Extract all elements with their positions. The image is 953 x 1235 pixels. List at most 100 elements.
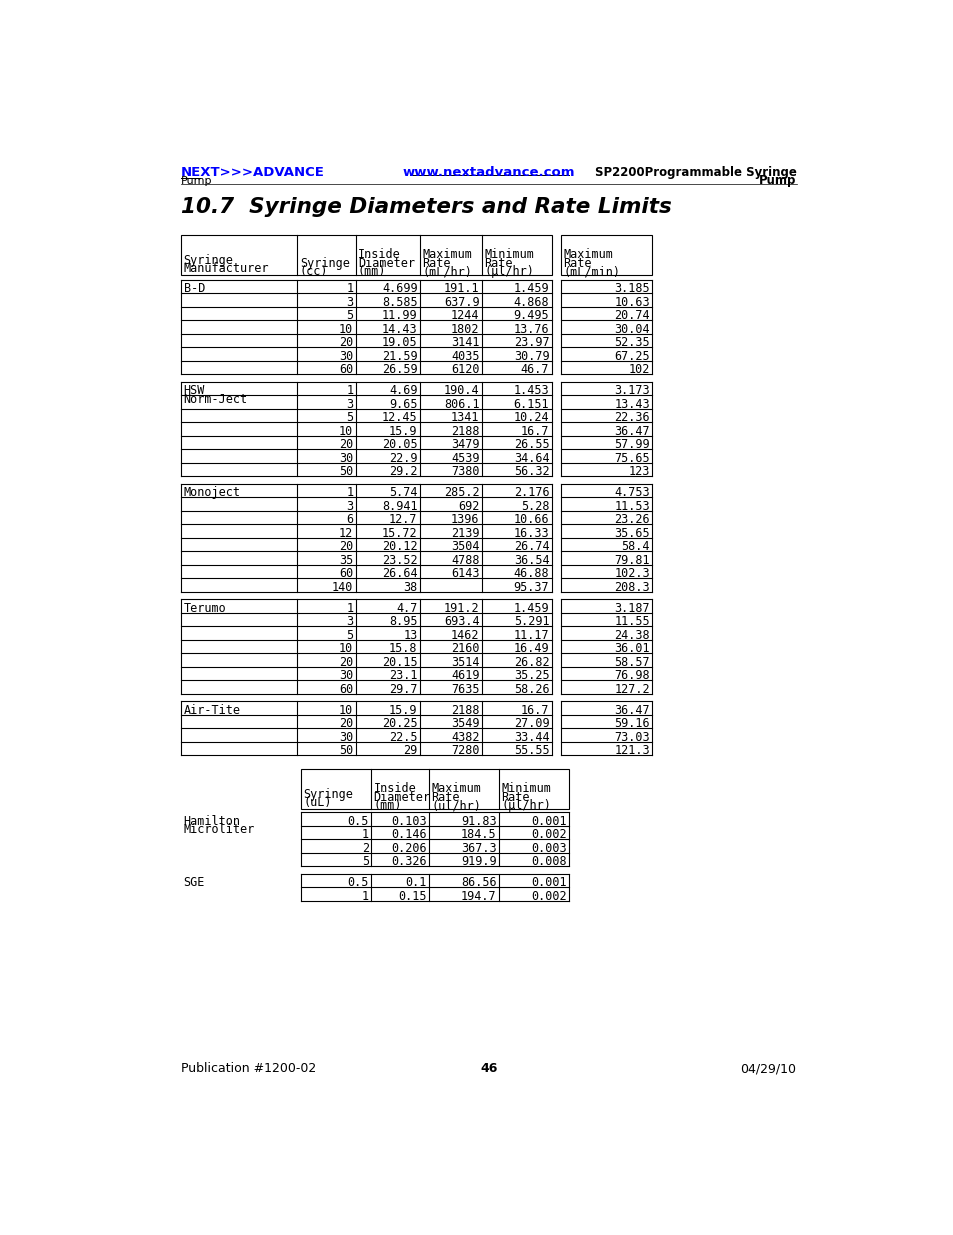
Text: 4619: 4619 (451, 669, 479, 682)
Text: Air-Tite: Air-Tite (183, 704, 240, 716)
Text: 121.3: 121.3 (614, 745, 649, 757)
Text: 13.76: 13.76 (514, 322, 549, 336)
Text: 50: 50 (338, 745, 353, 757)
Text: 34.64: 34.64 (514, 452, 549, 464)
Text: 1.459: 1.459 (514, 282, 549, 295)
Text: 60: 60 (338, 567, 353, 580)
Text: 190.4: 190.4 (443, 384, 479, 398)
Text: 5: 5 (346, 411, 353, 424)
Bar (560, 235, 652, 275)
Text: 55.55: 55.55 (514, 745, 549, 757)
Text: 15.8: 15.8 (389, 642, 417, 655)
Text: 1: 1 (346, 282, 353, 295)
Text: 7380: 7380 (451, 466, 479, 478)
Text: 191.1: 191.1 (443, 282, 479, 295)
Text: 5: 5 (361, 855, 369, 868)
Text: 67.25: 67.25 (614, 350, 649, 363)
Text: 1: 1 (361, 889, 369, 903)
Text: 0.5: 0.5 (347, 815, 369, 827)
Text: 4.753: 4.753 (614, 487, 649, 499)
Text: 29.2: 29.2 (389, 466, 417, 478)
Text: (mm): (mm) (373, 799, 401, 813)
Text: 12.7: 12.7 (389, 514, 417, 526)
Text: 23.26: 23.26 (614, 514, 649, 526)
Text: 0.008: 0.008 (530, 855, 566, 868)
Text: 10: 10 (338, 322, 353, 336)
Text: 36.54: 36.54 (514, 553, 549, 567)
Text: 22.5: 22.5 (389, 731, 417, 743)
Text: 22.9: 22.9 (389, 452, 417, 464)
Text: 10: 10 (338, 642, 353, 655)
Text: 3514: 3514 (451, 656, 479, 668)
Text: 73.03: 73.03 (614, 731, 649, 743)
Text: 6120: 6120 (451, 363, 479, 375)
Text: Syringe: Syringe (183, 253, 233, 267)
Text: 2139: 2139 (451, 526, 479, 540)
Text: Rate: Rate (431, 790, 459, 804)
Text: 20: 20 (338, 438, 353, 451)
Text: 3141: 3141 (451, 336, 479, 350)
Text: (mL/min): (mL/min) (562, 266, 619, 278)
Text: 2160: 2160 (451, 642, 479, 655)
Text: 1341: 1341 (451, 411, 479, 424)
Text: 0.5: 0.5 (347, 877, 369, 889)
Text: 11.55: 11.55 (614, 615, 649, 629)
Text: 26.64: 26.64 (381, 567, 417, 580)
Text: 10.63: 10.63 (614, 295, 649, 309)
Text: 60: 60 (338, 363, 353, 375)
Text: 4.699: 4.699 (381, 282, 417, 295)
Text: 102.3: 102.3 (614, 567, 649, 580)
Text: 4035: 4035 (451, 350, 479, 363)
Text: 693.4: 693.4 (443, 615, 479, 629)
Text: 23.97: 23.97 (514, 336, 549, 350)
Text: 20: 20 (338, 540, 353, 553)
Text: 26.74: 26.74 (514, 540, 549, 553)
Text: 6: 6 (346, 514, 353, 526)
Text: 1396: 1396 (451, 514, 479, 526)
Text: Minimum: Minimum (500, 782, 551, 795)
Text: 5.291: 5.291 (514, 615, 549, 629)
Text: 29.7: 29.7 (389, 683, 417, 695)
Text: 86.56: 86.56 (460, 877, 497, 889)
Text: 0.103: 0.103 (391, 815, 427, 827)
Text: 127.2: 127.2 (614, 683, 649, 695)
Text: 11.17: 11.17 (514, 629, 549, 642)
Text: 20.15: 20.15 (381, 656, 417, 668)
Text: 8.941: 8.941 (381, 500, 417, 513)
Text: 5: 5 (346, 629, 353, 642)
Text: 2188: 2188 (451, 425, 479, 437)
Text: 46: 46 (479, 1062, 497, 1076)
Text: 27.09: 27.09 (514, 718, 549, 730)
Text: 13: 13 (403, 629, 417, 642)
Text: 191.2: 191.2 (443, 601, 479, 615)
Text: 4382: 4382 (451, 731, 479, 743)
Text: Rate: Rate (562, 257, 591, 269)
Text: 35.65: 35.65 (614, 526, 649, 540)
Text: 5: 5 (346, 309, 353, 322)
Text: (µl/hr): (µl/hr) (500, 799, 551, 813)
Text: 1.453: 1.453 (514, 384, 549, 398)
Text: Manufacturer: Manufacturer (183, 262, 269, 275)
Text: 16.7: 16.7 (520, 425, 549, 437)
Text: 26.82: 26.82 (514, 656, 549, 668)
Text: 20: 20 (338, 718, 353, 730)
Text: 30: 30 (338, 350, 353, 363)
Text: 35.25: 35.25 (514, 669, 549, 682)
Text: 58.57: 58.57 (614, 656, 649, 668)
Text: 637.9: 637.9 (443, 295, 479, 309)
Text: 23.1: 23.1 (389, 669, 417, 682)
Text: 30: 30 (338, 669, 353, 682)
Text: 21.59: 21.59 (381, 350, 417, 363)
Text: 15.9: 15.9 (389, 425, 417, 437)
Text: 46.88: 46.88 (514, 567, 549, 580)
Text: Syringe: Syringe (299, 257, 350, 269)
Text: 26.59: 26.59 (381, 363, 417, 375)
Bar (301, 769, 568, 809)
Text: 30: 30 (338, 452, 353, 464)
Text: Maximum: Maximum (431, 782, 481, 795)
Text: Publication #1200-02: Publication #1200-02 (181, 1062, 316, 1076)
Text: 806.1: 806.1 (443, 398, 479, 411)
Text: 692: 692 (457, 500, 479, 513)
Text: Diameter: Diameter (373, 790, 430, 804)
Text: 58.26: 58.26 (514, 683, 549, 695)
